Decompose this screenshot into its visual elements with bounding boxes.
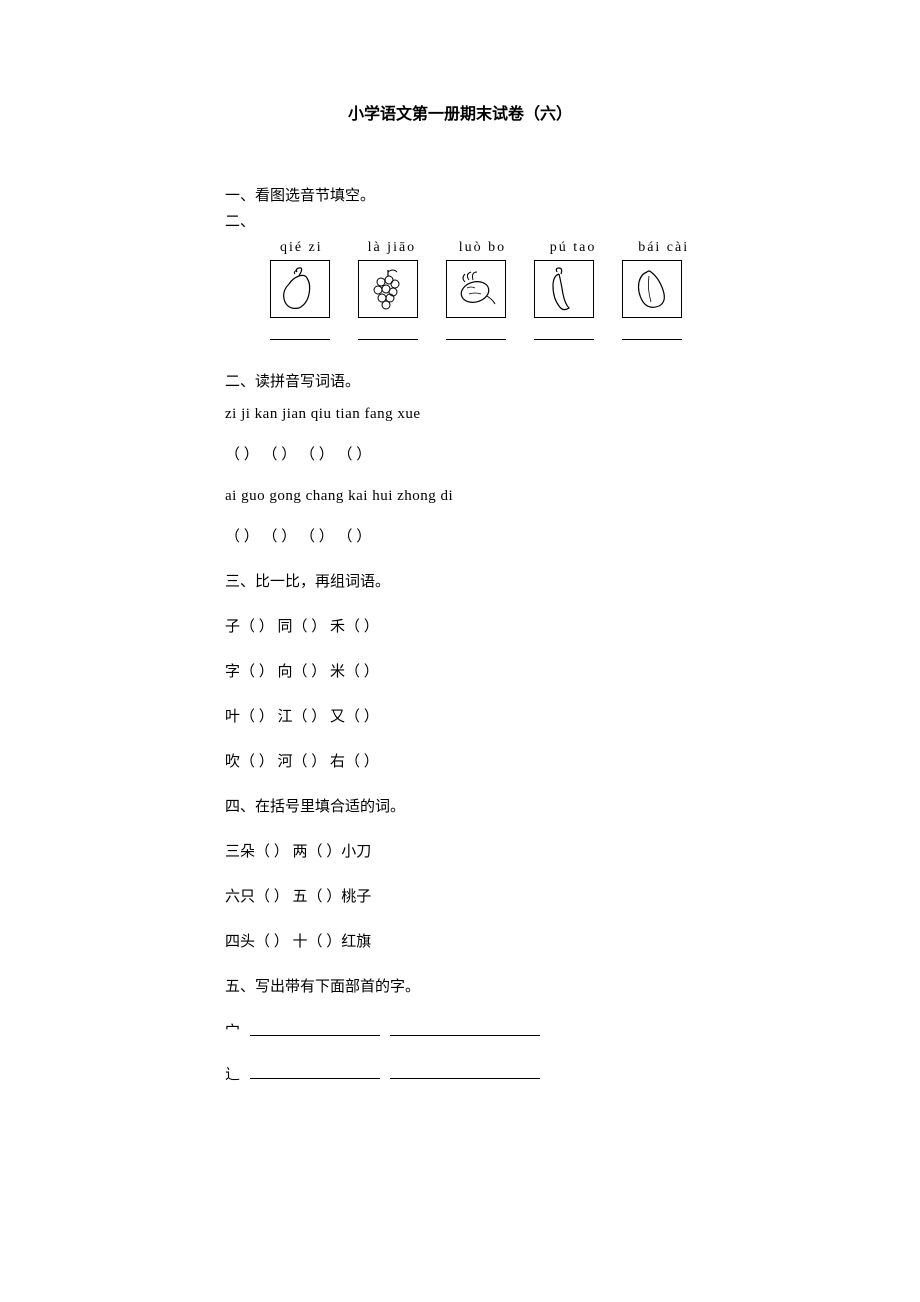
image-row xyxy=(270,260,695,318)
answer-blank xyxy=(358,324,418,340)
fill-word-line: 六只（ ） 五（ ）桃子 xyxy=(225,885,695,906)
pinyin-label: là jiāo xyxy=(361,240,424,256)
radical-line: 辶 xyxy=(225,1063,695,1084)
answer-underline xyxy=(250,1065,380,1079)
answer-blank xyxy=(534,324,594,340)
section-five-label: 五、写出带有下面部首的字。 xyxy=(225,975,695,996)
image-box-eggplant xyxy=(270,260,330,318)
paren-line: （ ） （ ） （ ） （ ） xyxy=(225,443,695,464)
char-compare-line: 吹（ ） 河（ ） 右（ ） xyxy=(225,750,695,771)
fill-word-line: 三朵（ ） 两（ ）小刀 xyxy=(225,840,695,861)
pinyin-text-line: zi ji kan jian qiu tian fang xue xyxy=(225,406,695,423)
radish-icon xyxy=(451,264,501,314)
pinyin-text-line: ai guo gong chang kai hui zhong di xyxy=(225,488,695,505)
image-box-pepper xyxy=(534,260,594,318)
answer-underline xyxy=(250,1022,380,1036)
pinyin-label: qié zi xyxy=(270,240,333,256)
cabbage-icon xyxy=(627,264,677,314)
section-one-sublabel: 二、 xyxy=(225,210,695,234)
section-four-label: 四、在括号里填合适的词。 xyxy=(225,795,695,816)
grapes-icon xyxy=(363,264,413,314)
radical-line: 宀 xyxy=(225,1020,695,1041)
paren-line: （ ） （ ） （ ） （ ） xyxy=(225,525,695,546)
image-box-grapes xyxy=(358,260,418,318)
pinyin-label: pú tao xyxy=(542,240,605,256)
pinyin-label: bái cài xyxy=(632,240,695,256)
image-box-radish xyxy=(446,260,506,318)
answer-underline xyxy=(390,1065,540,1079)
section-two-label: 二、读拼音写词语。 xyxy=(225,370,695,394)
pinyin-label: luò bo xyxy=(451,240,514,256)
answer-blank xyxy=(446,324,506,340)
section-three-label: 三、比一比，再组词语。 xyxy=(225,570,695,591)
fill-word-line: 四头（ ） 十（ ）红旗 xyxy=(225,930,695,951)
radical-char: 宀 xyxy=(225,1020,240,1041)
radical-char: 辶 xyxy=(225,1063,240,1084)
answer-blank xyxy=(622,324,682,340)
blank-row xyxy=(270,324,695,340)
image-box-cabbage xyxy=(622,260,682,318)
char-compare-line: 字（ ） 向（ ） 米（ ） xyxy=(225,660,695,681)
pepper-icon xyxy=(539,264,589,314)
char-compare-line: 子（ ） 同（ ） 禾（ ） xyxy=(225,615,695,636)
section-one-label: 一、看图选音节填空。 xyxy=(225,184,695,208)
pinyin-row: qié zi là jiāo luò bo pú tao bái cài xyxy=(270,240,695,256)
char-compare-line: 叶（ ） 江（ ） 又（ ） xyxy=(225,705,695,726)
page-title: 小学语文第一册期末试卷（六） xyxy=(225,100,695,124)
answer-blank xyxy=(270,324,330,340)
answer-underline xyxy=(390,1022,540,1036)
eggplant-icon xyxy=(275,264,325,314)
